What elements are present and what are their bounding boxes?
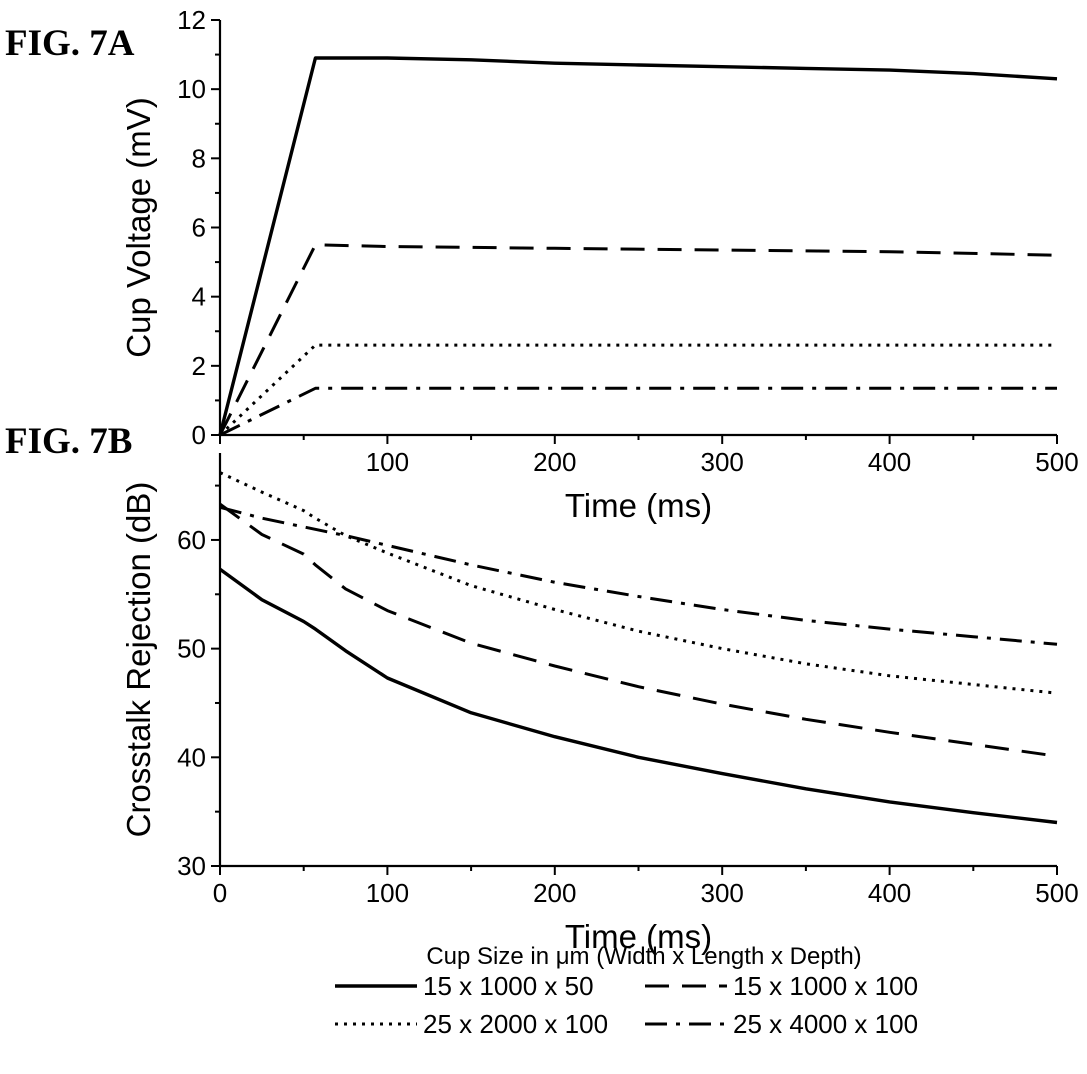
y-tick-label: 0	[192, 420, 206, 450]
panel-b-chart: 30 40 50 60 0 100 200 300 400 500 Time (ms) Crossta…	[120, 453, 1079, 955]
y-tick-label: 60	[177, 525, 206, 555]
y-axis-title: Crosstalk Rejection (dB)	[120, 482, 157, 838]
x-tick-label: 500	[1035, 447, 1078, 477]
series-line-2	[220, 504, 1057, 756]
y-tick-label: 2	[192, 351, 206, 381]
y-tick-label: 40	[177, 742, 206, 772]
legend-label-3: 25 x 2000 x 100	[423, 1009, 608, 1039]
x-tick-label: 400	[868, 447, 911, 477]
y-tick-label: 50	[177, 634, 206, 664]
series-line-1	[220, 569, 1057, 822]
legend-label-4: 25 x 4000 x 100	[733, 1009, 918, 1039]
panel-a-chart: 0 2 4 6 8 10 12 100 200 300 400 500 Time (ms) Cup Vol…	[120, 5, 1079, 524]
x-tick-label: 0	[213, 878, 227, 908]
x-axis-title: Time (ms)	[565, 487, 712, 524]
panel-a-label: FIG. 7A	[5, 23, 135, 64]
legend-label-2: 15 x 1000 x 100	[733, 971, 918, 1001]
x-tick-label: 400	[868, 878, 911, 908]
x-tick-label: 200	[533, 447, 576, 477]
y-tick-label: 4	[192, 282, 206, 312]
y-tick-label: 30	[177, 851, 206, 881]
y-tick-label: 6	[192, 213, 206, 243]
y-tick-label: 8	[192, 143, 206, 173]
panel-b-label: FIG. 7B	[5, 421, 132, 462]
series-line-4	[220, 507, 1057, 644]
y-axis-title: Cup Voltage (mV)	[120, 97, 157, 357]
x-tick-label: 300	[701, 447, 744, 477]
legend-label-1: 15 x 1000 x 50	[423, 971, 594, 1001]
y-tick-label: 12	[177, 5, 206, 35]
x-tick-label: 500	[1035, 878, 1078, 908]
x-tick-label: 200	[533, 878, 576, 908]
series-line-3	[220, 345, 1057, 435]
legend-title: Cup Size in μm (Width x Length x Depth)	[426, 943, 861, 970]
legend: 15 x 1000 x 50 15 x 1000 x 100 25 x 2000 x…	[335, 971, 918, 1039]
series-line-4	[220, 388, 1057, 435]
x-tick-label: 300	[701, 878, 744, 908]
x-tick-label: 100	[366, 878, 409, 908]
x-tick-label: 100	[366, 447, 409, 477]
y-tick-label: 10	[177, 74, 206, 104]
series-line-2	[220, 245, 1057, 435]
